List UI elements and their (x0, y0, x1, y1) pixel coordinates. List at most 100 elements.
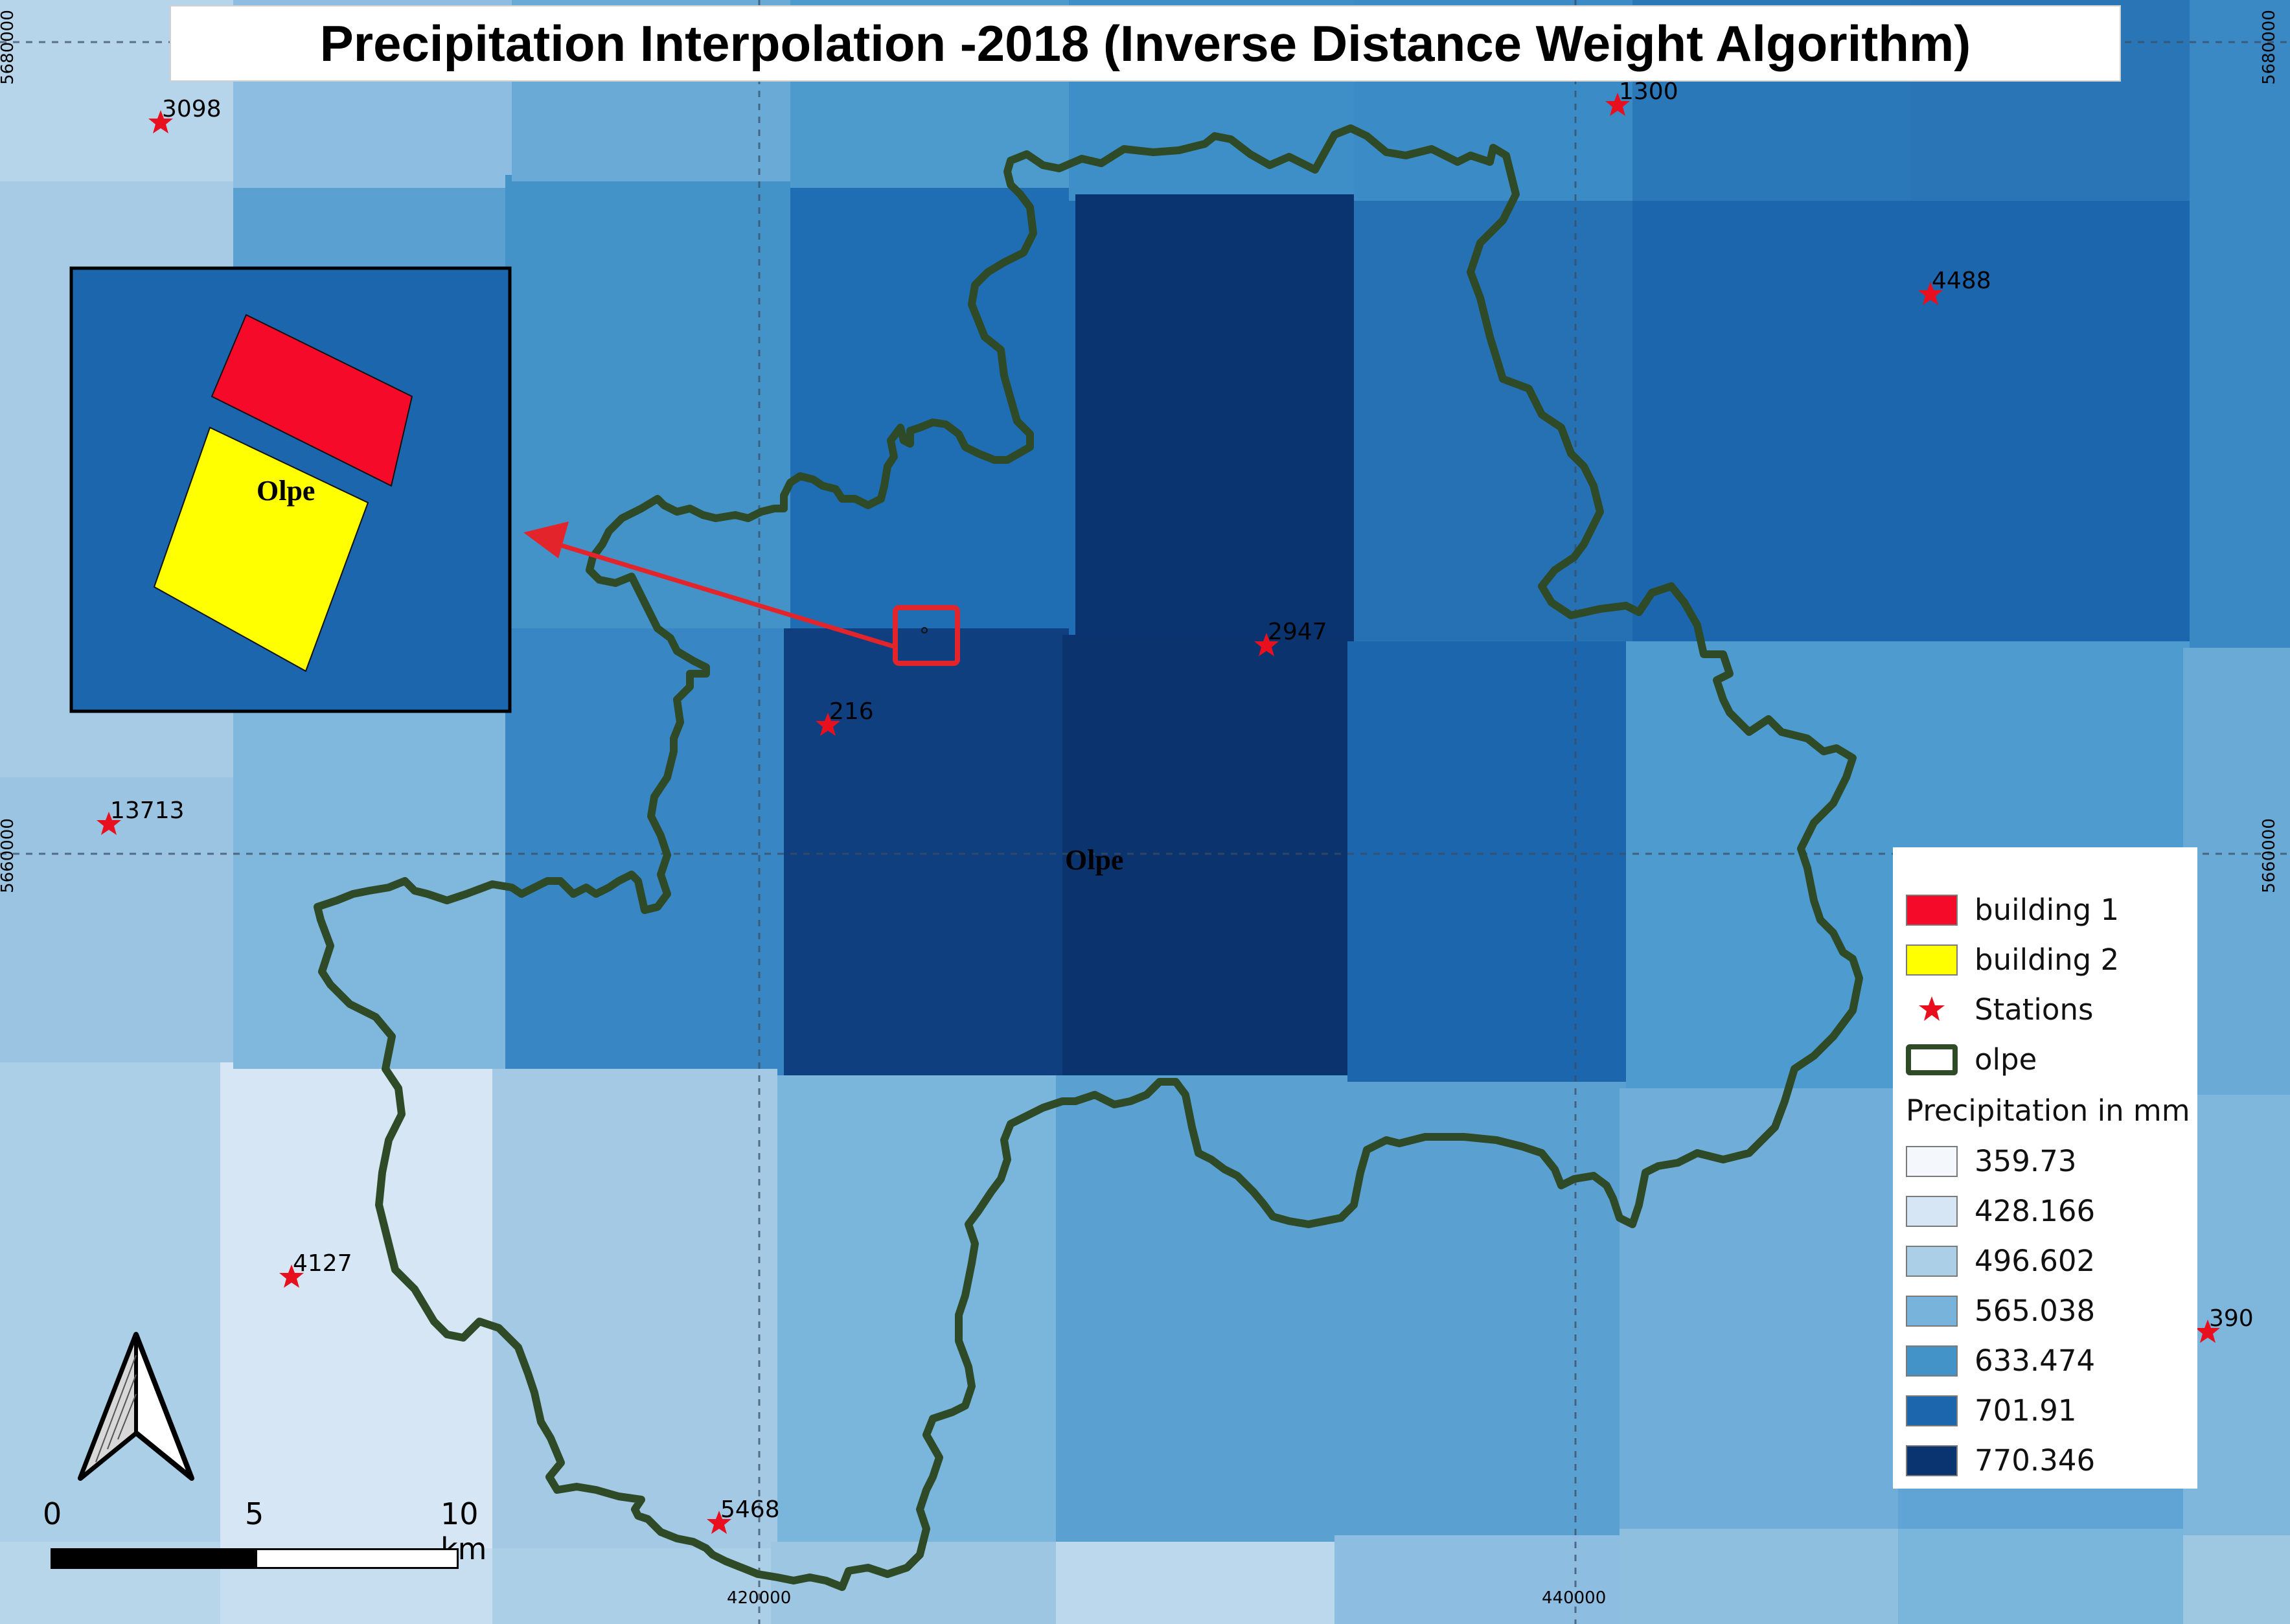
legend-class-label: 359.73 (1975, 1144, 2077, 1178)
north-arrow-icon (78, 1332, 194, 1481)
raster-cell (2183, 1095, 2290, 1535)
raster-cell (2190, 0, 2290, 207)
legend-class-swatch (1906, 1195, 1958, 1227)
legend-label: building 1 (1975, 893, 2120, 927)
raster-cell (1347, 641, 1632, 1088)
station-star-icon (1254, 633, 1279, 656)
raster-cell (1626, 641, 1911, 1095)
legend-class-label: 496.602 (1975, 1244, 2096, 1278)
legend-class-7: 770.346 (1906, 1435, 2197, 1485)
raster-cell (220, 1062, 492, 1548)
olpe-boundary (314, 124, 1863, 1591)
legend-item-stations: Stations (1906, 985, 2197, 1035)
building-2-footprint (153, 426, 369, 672)
legend: building 1 building 2 Stations olpe Prec… (1893, 847, 2197, 1489)
building-1-footprint (211, 314, 413, 487)
legend-class-6: 701.91 (1906, 1386, 2197, 1435)
raster-cell (0, 777, 233, 1062)
legend-class-1: 359.73 (1906, 1136, 2197, 1186)
station-4488: 4488 (1918, 268, 1991, 305)
legend-class-4: 565.038 (1906, 1286, 2197, 1336)
building-highlight-box (893, 605, 960, 666)
station-390: 390 (2195, 1305, 2254, 1343)
raster-cell (2183, 1535, 2290, 1624)
legend-class-label: 565.038 (1975, 1294, 2096, 1328)
legend-item-building-2: building 2 (1906, 935, 2197, 985)
raster-cell (2190, 207, 2290, 654)
stations-layer: 3098 1300 4488 2947 216 13713 4127 5468 390 (97, 78, 2254, 1534)
legend-class-swatch (1906, 1395, 1958, 1426)
station-star-icon (816, 713, 840, 736)
legend-label: building 2 (1975, 943, 2120, 977)
legend-class-label: 770.346 (1975, 1443, 2096, 1478)
raster-cell (1334, 1535, 1632, 1624)
station-label: 3098 (162, 96, 222, 122)
raster-cell (784, 628, 1069, 1075)
scale-segment-white (255, 1548, 459, 1569)
scale-segment-black (51, 1548, 255, 1569)
station-5468: 5468 (707, 1496, 780, 1534)
station-3098: 3098 (148, 96, 222, 133)
station-label: 390 (2209, 1305, 2254, 1332)
station-label: 1300 (1619, 78, 1678, 105)
raster-cell (1620, 1088, 1905, 1542)
legend-swatch-building-2 (1906, 944, 1958, 976)
legend-class-3: 496.602 (1906, 1236, 2197, 1286)
station-4127: 4127 (279, 1250, 352, 1288)
raster-cell (790, 188, 1075, 635)
station-label: 5468 (720, 1496, 780, 1523)
legend-class-label: 701.91 (1975, 1393, 2077, 1428)
map-title: Precipitation Interpolation -2018 (Inver… (319, 14, 1971, 72)
legend-class-swatch (1906, 1145, 1958, 1177)
legend-swatch-building-1 (1906, 894, 1958, 926)
legend-class-label: 428.166 (1975, 1194, 2096, 1228)
raster-cell (1898, 1529, 2190, 1624)
star-icon (1906, 994, 1958, 1025)
scale-label-0: 0 (43, 1496, 62, 1531)
legend-class-swatch (1906, 1345, 1958, 1377)
legend-label: olpe (1975, 1042, 2037, 1077)
legend-item-olpe: olpe (1906, 1035, 2197, 1084)
legend-precip-title: Precipitation in mm (1906, 1093, 2190, 1128)
legend-swatch-olpe (1906, 1044, 1958, 1075)
building-marker (921, 627, 928, 634)
legend-class-2: 428.166 (1906, 1186, 2197, 1236)
raster-cell (777, 1075, 1062, 1548)
station-star-icon (1918, 282, 1943, 305)
raster-cell (505, 175, 790, 628)
raster-cell (1620, 1529, 1905, 1624)
station-star-icon (148, 110, 173, 133)
raster-cell (1056, 1075, 1347, 1548)
map-title-box: Precipitation Interpolation -2018 (Inver… (170, 5, 2121, 82)
legend-label: Stations (1975, 992, 2094, 1027)
legend-class-swatch (1906, 1445, 1958, 1476)
scale-label-5: 5 (245, 1496, 264, 1531)
station-216: 216 (816, 698, 874, 736)
station-star-icon (279, 1264, 304, 1288)
legend-class-label: 633.474 (1975, 1344, 2096, 1378)
raster-cell (1911, 201, 2196, 648)
station-label: 2947 (1268, 619, 1327, 645)
station-label: 216 (829, 698, 874, 725)
station-label: 4488 (1932, 268, 1991, 294)
legend-class-5: 633.474 (1906, 1336, 2197, 1386)
raster-cell (2183, 648, 2290, 1101)
station-label: 4127 (293, 1250, 352, 1277)
raster-cell (1075, 194, 1354, 641)
raster-cell (492, 1069, 777, 1555)
legend-class-swatch (1906, 1295, 1958, 1327)
inset-map (69, 266, 512, 713)
station-13713: 13713 (97, 797, 185, 835)
raster-cell (1062, 635, 1347, 1082)
station-2947: 2947 (1254, 619, 1327, 656)
legend-class-swatch (1906, 1245, 1958, 1277)
station-star-icon (97, 812, 121, 835)
station-label: 13713 (110, 797, 185, 824)
raster-cell (771, 1542, 1056, 1624)
inset-pointer-arrow (556, 542, 895, 649)
inset-pointer-arrowhead (523, 521, 569, 558)
raster-cell (1632, 201, 1918, 648)
raster-cell (1056, 1542, 1341, 1624)
station-star-icon (2195, 1320, 2220, 1343)
